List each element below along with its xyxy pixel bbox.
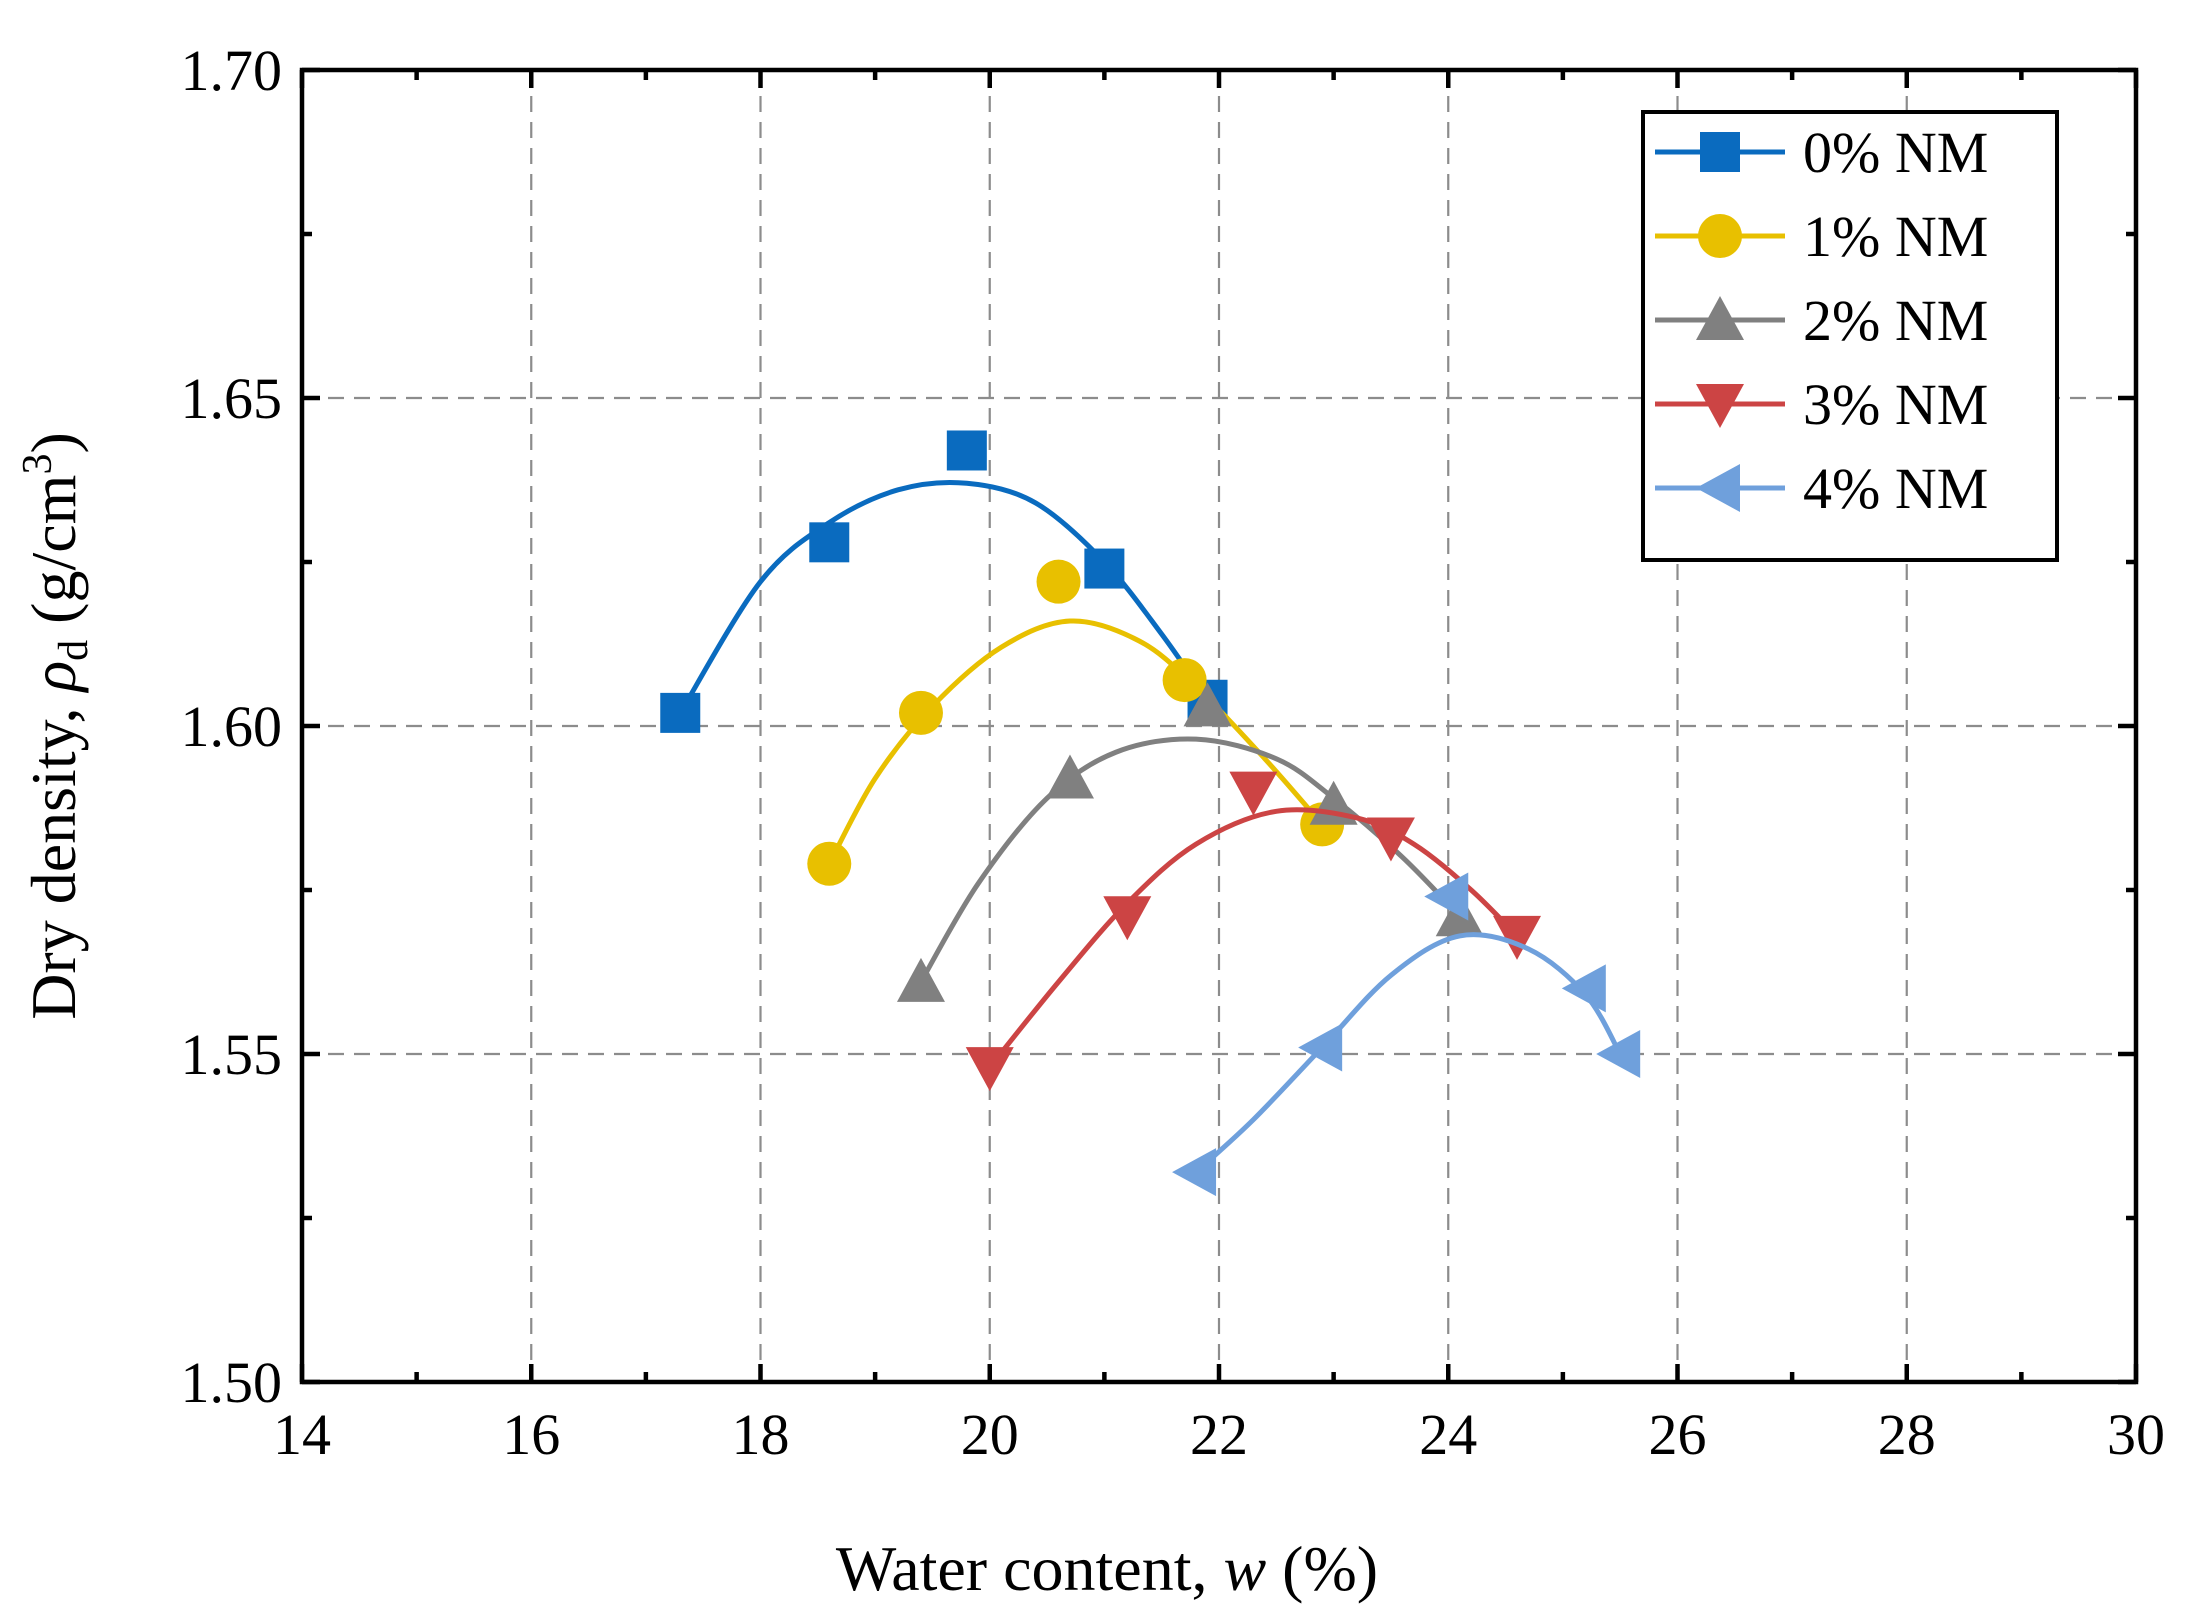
series-1-data-point: [807, 841, 852, 886]
legend-marker: [1698, 214, 1742, 258]
y-axis-title-sup: 3: [15, 454, 61, 475]
legend-marker: [1696, 296, 1744, 340]
legend-marker: [1696, 464, 1740, 512]
x-axis-title-prefix: Water content,: [836, 1533, 1224, 1604]
series-3: [965, 771, 1542, 1092]
legend-label: 3% NM: [1803, 372, 1988, 437]
y-tick-label: 1.55: [181, 1022, 283, 1087]
series-3-data-point: [1103, 896, 1152, 941]
series-4-data-point: [1298, 1023, 1343, 1072]
series-4-data-point: [1424, 872, 1469, 921]
series-4-data-point: [1172, 1148, 1217, 1197]
tick-labels: 14 16 18 20 22 24 26 28 30 1.50 1.55 1.60 1.65 1.70: [181, 38, 2166, 1467]
y-axis-title-prefix: Dry density,: [18, 692, 89, 1020]
x-axis-title: Water content, w (%): [836, 1533, 1378, 1604]
y-tick-label: 1.65: [181, 366, 283, 431]
series-0-data-point: [809, 522, 850, 563]
legend-item: 3% NM: [1655, 372, 1988, 437]
series-3-data-point: [1493, 915, 1542, 960]
series-1-fit-curve: [827, 618, 1325, 865]
legend-item: 4% NM: [1655, 456, 1988, 521]
series-2-data-point: [1183, 682, 1232, 727]
x-axis-title-suffix: (%): [1266, 1533, 1378, 1604]
y-axis-title-units-close: ): [18, 432, 89, 453]
series-1-data-point: [898, 690, 943, 735]
legend-item: 2% NM: [1655, 288, 1988, 353]
series-0-data-point: [660, 692, 701, 733]
legend-item: 0% NM: [1655, 120, 1988, 185]
series-3-data-point: [1229, 771, 1278, 816]
x-tick-label: 28: [1878, 1402, 1936, 1467]
y-axis-title-var: ρ: [18, 661, 89, 694]
y-tick-label: 1.70: [181, 38, 283, 103]
series-4-data-point: [1561, 964, 1606, 1013]
x-tick-label: 14: [273, 1402, 331, 1467]
series-0-data-point: [946, 430, 987, 471]
legend-item: 1% NM: [1655, 204, 1988, 269]
series-0-fit-curve: [678, 479, 1210, 715]
x-tick-label: 20: [961, 1402, 1019, 1467]
legend-marker: [1696, 384, 1744, 428]
x-axis-title-var: w: [1223, 1533, 1266, 1604]
x-tick-label: 30: [2107, 1402, 2165, 1467]
series-1-data-point: [1036, 559, 1081, 604]
legend-items: 0% NM 1% NM 2% NM 3% NM 4% NM: [1655, 120, 1988, 521]
legend: 0% NM 1% NM 2% NM 3% NM 4% NM: [1641, 110, 2059, 562]
x-tick-label: 26: [1649, 1402, 1707, 1467]
y-axis-title-sub: d: [51, 640, 97, 661]
x-tick-label: 18: [732, 1402, 790, 1467]
legend-label: 2% NM: [1803, 288, 1988, 353]
x-tick-label: 16: [502, 1402, 560, 1467]
series-0-data-point: [1084, 548, 1125, 589]
y-tick-label: 1.60: [181, 694, 283, 759]
y-axis-title-units-open: (g/cm: [18, 475, 89, 640]
series-layer: [660, 430, 1641, 1197]
x-tick-label: 24: [1419, 1402, 1477, 1467]
legend-marker: [1700, 132, 1740, 172]
series-3-data-point: [1366, 817, 1415, 862]
y-axis-title: Dry density, ρd (g/cm3): [15, 432, 97, 1020]
legend-label: 0% NM: [1803, 120, 1988, 185]
series-3-data-point: [965, 1047, 1014, 1092]
series-4: [1172, 872, 1641, 1197]
legend-label: 4% NM: [1803, 456, 1988, 521]
plot-frame: [299, 67, 2139, 1385]
series-1-data-point: [1162, 658, 1207, 703]
series-3-fit-curve: [987, 807, 1519, 1069]
series-4-data-point: [1596, 1030, 1641, 1078]
series-2-data-point: [896, 957, 945, 1002]
legend-label: 1% NM: [1803, 204, 1988, 269]
y-tick-label: 1.50: [181, 1350, 283, 1415]
x-tick-label: 22: [1190, 1402, 1248, 1467]
series-2-data-point: [1045, 754, 1094, 799]
